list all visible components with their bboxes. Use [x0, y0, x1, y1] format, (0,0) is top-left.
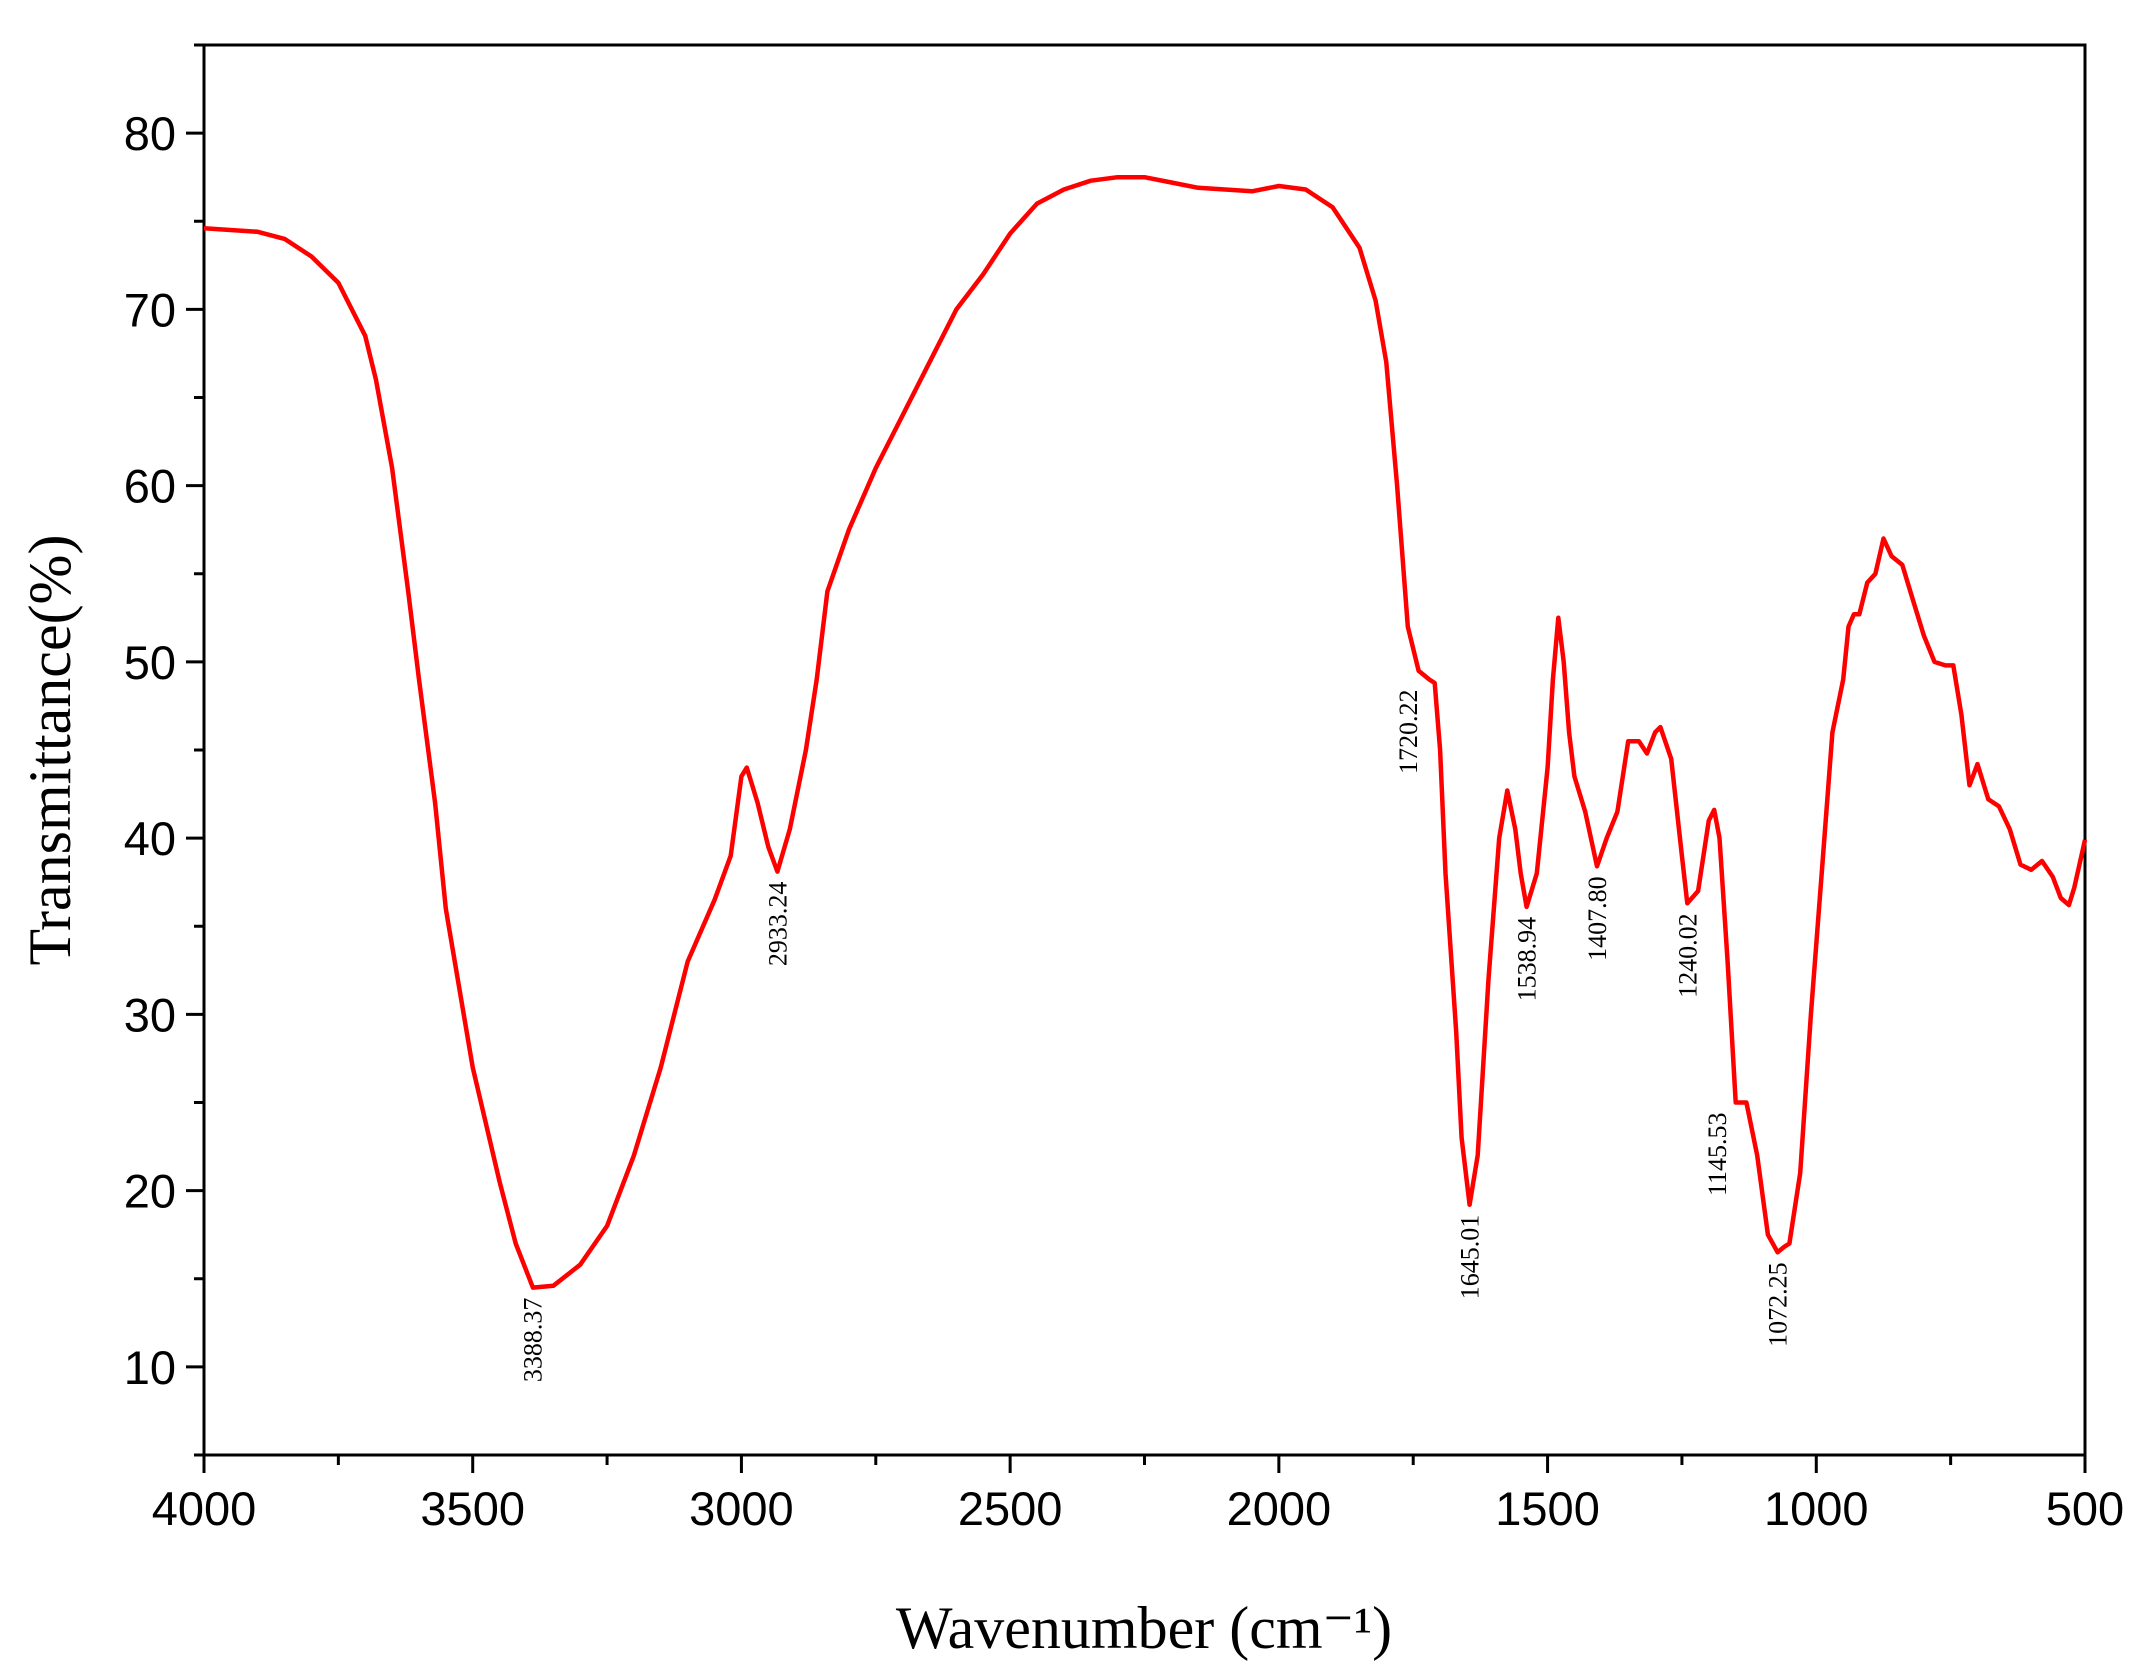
peak-label: 1145.53 — [1703, 1113, 1732, 1197]
y-tick-label: 70 — [124, 283, 176, 336]
y-tick-label: 60 — [124, 460, 176, 513]
peak-label: 1240.02 — [1673, 913, 1702, 998]
y-tick-label: 10 — [124, 1341, 176, 1394]
peak-label: 1407.80 — [1583, 876, 1612, 961]
x-tick-label: 2000 — [1227, 1482, 1332, 1535]
x-tick-label: 500 — [2046, 1482, 2124, 1535]
x-tick-label: 1000 — [1764, 1482, 1869, 1535]
x-tick-label: 3000 — [689, 1482, 794, 1535]
x-tick-label: 4000 — [152, 1482, 257, 1535]
peak-label: 1072.25 — [1763, 1262, 1792, 1347]
peak-label: 1538.94 — [1513, 917, 1542, 1002]
x-tick-label: 1500 — [1495, 1482, 1600, 1535]
y-axis-label: Transmittance(%) — [17, 534, 83, 965]
y-tick-label: 40 — [124, 812, 176, 865]
peak-label: 2933.24 — [763, 882, 792, 967]
y-tick-label: 30 — [124, 988, 176, 1041]
y-tick-label: 50 — [124, 636, 176, 689]
plot-frame — [202, 43, 2087, 1457]
peak-label: 3388.37 — [519, 1298, 548, 1383]
x-axis-label: Wavenumber (cm⁻¹) — [896, 1595, 1392, 1661]
y-tick-label: 20 — [124, 1165, 176, 1218]
peak-label: 1720.22 — [1394, 690, 1423, 775]
y-tick-label: 80 — [124, 107, 176, 160]
peak-label: 1645.01 — [1456, 1215, 1485, 1300]
spectrum-line — [203, 174, 2088, 1290]
x-tick-label: 2500 — [958, 1482, 1063, 1535]
x-tick-label: 3500 — [420, 1482, 525, 1535]
